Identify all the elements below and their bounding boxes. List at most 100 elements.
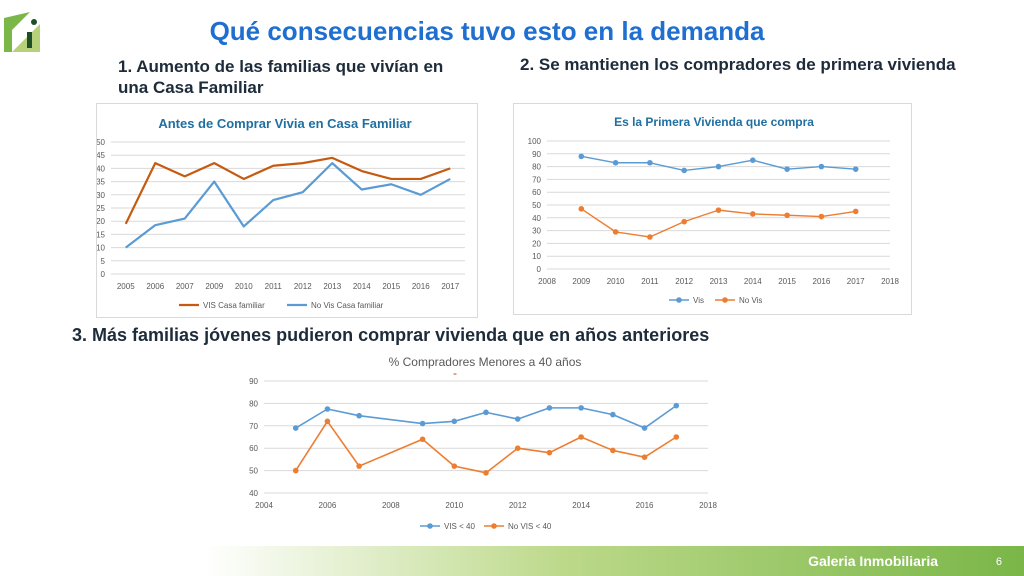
y-tick-label: 80	[532, 163, 541, 172]
data-point	[784, 212, 790, 219]
x-tick-label: 2018	[881, 277, 899, 286]
data-point	[419, 436, 426, 443]
series-line	[125, 162, 451, 249]
x-tick-label: 2011	[641, 277, 659, 286]
y-tick-label: 0	[537, 265, 542, 274]
galeria-logo-icon	[4, 12, 40, 52]
data-point	[610, 411, 616, 418]
data-point	[419, 420, 426, 427]
series-line	[124, 156, 451, 225]
data-point	[578, 206, 585, 212]
series-line	[295, 420, 677, 474]
data-point	[673, 402, 680, 409]
y-tick-label: 50	[249, 467, 258, 476]
data-point	[546, 449, 553, 456]
x-tick-label: 2012	[294, 282, 312, 291]
data-point	[681, 167, 687, 174]
footer-bar	[0, 546, 1024, 576]
x-tick-label: 2014	[744, 277, 762, 286]
x-tick-label: 2005	[117, 282, 135, 291]
footer-brand: Galeria Inmobiliaria	[808, 553, 938, 569]
data-point	[546, 405, 553, 411]
x-tick-label: 2007	[176, 282, 194, 291]
page-number: 6	[995, 556, 1002, 568]
chart-title: Antes de Comprar Vivia en Casa Familiar	[158, 116, 411, 131]
data-point	[292, 425, 299, 431]
data-point	[647, 159, 653, 166]
slide-title: Qué consecuencias tuvo esto en la demand…	[209, 16, 765, 46]
data-point	[578, 153, 585, 160]
chart-casa-familiar: Antes de Comprar Vivia en Casa Familiar 0…	[96, 103, 478, 318]
data-point	[292, 467, 299, 474]
data-point	[750, 211, 756, 217]
x-tick-label: 2012	[509, 501, 527, 510]
y-tick-label: 35	[97, 178, 106, 187]
y-tick-label: 70	[532, 175, 541, 184]
minus-mark: -	[453, 366, 457, 380]
legend-label: VIS Casa familiar	[203, 301, 265, 310]
y-tick-label: 10	[97, 244, 106, 253]
legend-marker	[722, 297, 728, 303]
x-tick-label: 2009	[205, 282, 223, 291]
x-tick-label: 2008	[538, 277, 556, 286]
x-tick-label: 2016	[636, 501, 654, 510]
x-tick-label: 2012	[675, 277, 693, 286]
subtitle-primera-vivienda: 2. Se mantienen los compradores de prime…	[520, 55, 956, 74]
chart-primera-vivienda-svg: Es la Primera Vivienda que compra 0 10 20 30…	[528, 115, 900, 305]
subtitle-familias-jovenes: 3. Más familias jóvenes pudieron comprar…	[72, 325, 710, 345]
y-tick-label: 5	[101, 257, 106, 266]
data-point	[324, 406, 331, 412]
data-point	[324, 418, 331, 425]
data-point	[750, 157, 756, 163]
y-tick-label: 60	[249, 444, 258, 453]
x-tick-label: 2017	[441, 282, 459, 291]
series-line	[295, 404, 677, 429]
y-tick-label: 10	[532, 252, 541, 261]
x-tick-label: 2016	[813, 277, 831, 286]
x-tick-label: 2018	[699, 501, 717, 510]
data-point	[514, 416, 521, 422]
y-tick-label: 90	[249, 377, 258, 386]
y-tick-label: 15	[97, 230, 106, 239]
data-point	[818, 213, 825, 220]
y-tick-label: 40	[532, 214, 541, 223]
y-tick-label: 60	[532, 188, 541, 197]
x-tick-label: 2011	[265, 282, 283, 291]
x-tick-label: 2015	[382, 282, 400, 291]
data-point	[483, 470, 489, 476]
y-tick-label: 30	[532, 227, 541, 236]
legend-marker	[676, 297, 682, 303]
y-tick-label: 40	[249, 489, 258, 498]
y-tick-label: 25	[97, 204, 106, 213]
chart-title: Es la Primera Vivienda que compra	[614, 115, 814, 129]
series-line	[580, 208, 856, 238]
x-tick-label: 2017	[847, 277, 865, 286]
x-tick-label: 2015	[778, 277, 796, 286]
y-tick-label: 50	[532, 201, 541, 210]
legend-label: No Vis	[739, 296, 762, 305]
y-tick-label: 90	[532, 150, 541, 159]
x-tick-label: 2013	[710, 277, 728, 286]
data-point	[673, 434, 680, 440]
data-point	[610, 447, 616, 454]
data-point	[715, 207, 722, 213]
y-tick-label: 45	[97, 151, 106, 160]
x-tick-label: 2006	[319, 501, 337, 510]
legend-label: VIS < 40	[444, 522, 475, 531]
data-point	[784, 166, 790, 172]
chart-title: % Compradores Menores a 40 años	[389, 355, 582, 369]
chart-casa-familiar-svg: Antes de Comprar Vivia en Casa Familiar 0…	[97, 116, 465, 310]
data-point	[641, 425, 648, 431]
data-point	[681, 218, 687, 225]
y-tick-label: 30	[97, 191, 106, 200]
data-point	[578, 434, 584, 440]
legend-label: No VIS < 40	[508, 522, 552, 531]
chart-menores-40: % Compradores Menores a 40 años 40 50 60 70 8…	[232, 350, 752, 540]
data-point	[818, 163, 825, 170]
chart-primera-vivienda: Es la Primera Vivienda que compra 0 10 20 30…	[513, 103, 912, 315]
legend-label: Vis	[693, 296, 704, 305]
y-tick-label: 20	[532, 239, 541, 248]
legend-marker	[491, 523, 497, 529]
chart-menores-40-svg: % Compradores Menores a 40 años 40 50 60 70 8…	[249, 355, 717, 531]
y-tick-label: 50	[97, 138, 106, 147]
